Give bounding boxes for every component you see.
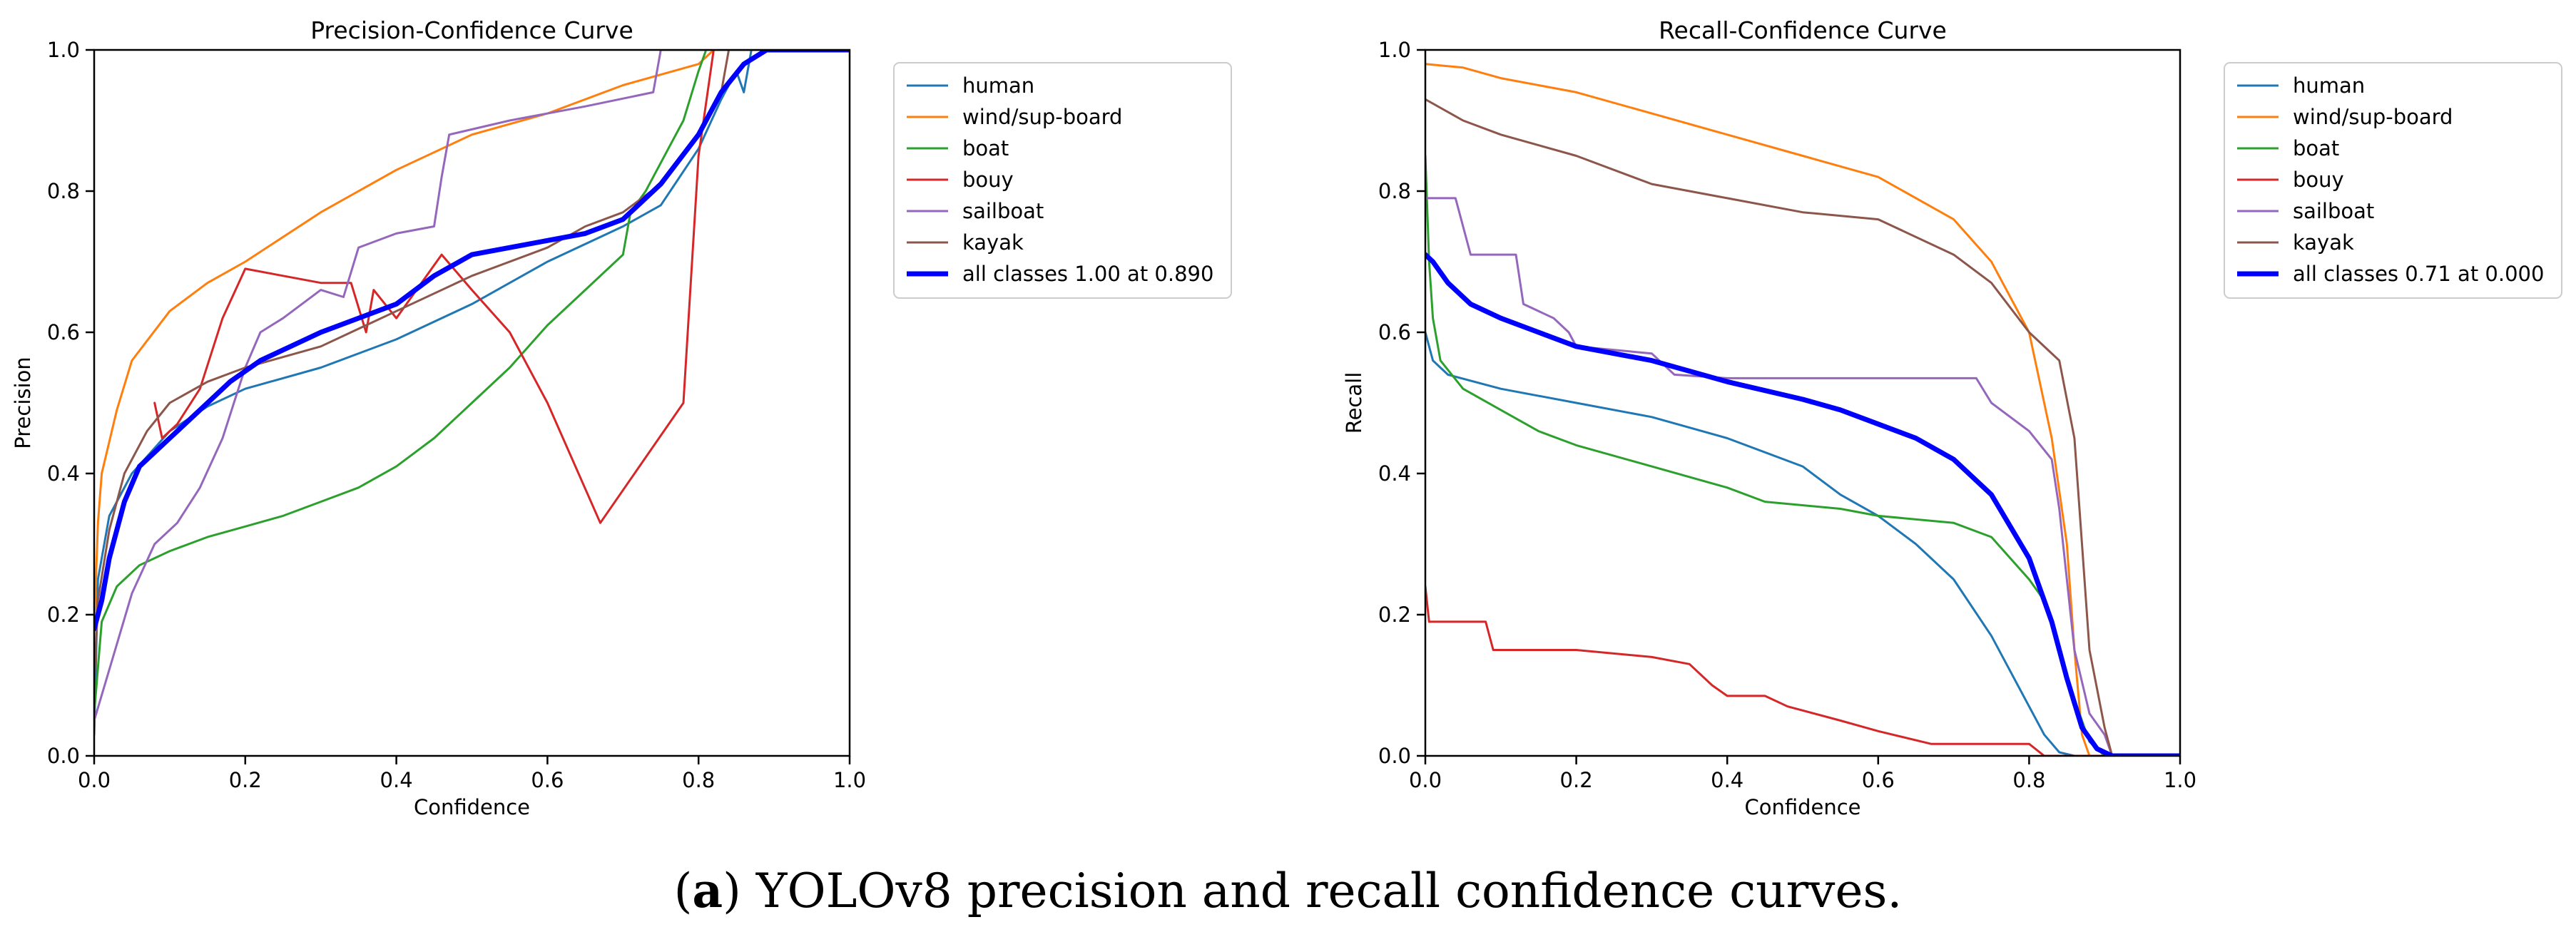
x-tick-label: 0.8 [682, 768, 715, 792]
series-line-kayak [1425, 98, 2180, 756]
legend-label: boat [2293, 136, 2339, 160]
legend-label: wind/sup-board [962, 105, 1122, 129]
x-tick-label: 0.6 [531, 768, 564, 792]
caption-text: YOLOv8 precision and recall confidence c… [740, 864, 1903, 918]
y-tick-label: 0.6 [47, 320, 80, 344]
x-tick-label: 0.8 [2012, 768, 2045, 792]
y-tick-label: 1.0 [1378, 38, 1411, 62]
chart-title: Precision-Confidence Curve [310, 16, 633, 44]
plot-frame [1424, 48, 2182, 757]
legend-label: kayak [2293, 230, 2354, 255]
legend-label: human [962, 73, 1034, 98]
figure-caption: (a) YOLOv8 precision and recall confiden… [673, 863, 1903, 918]
y-tick-label: 0.2 [47, 603, 80, 627]
x-tick-label: 1.0 [2164, 768, 2196, 792]
legend-box [2224, 62, 2562, 299]
series-line-human [94, 50, 850, 736]
series-line-boat [1425, 155, 2180, 756]
legend-label: human [2293, 73, 2365, 98]
legend: human wind/sup-board boat bouy sailboat kayak… [2224, 62, 2562, 299]
y-tick-label: 0.4 [47, 461, 80, 486]
legend-label: kayak [962, 230, 1024, 255]
plot-frame [93, 48, 851, 757]
y-axis-label: Precision [11, 357, 35, 449]
x-axis-label: Confidence [1744, 795, 1860, 819]
legend-label: sailboat [2293, 199, 2374, 223]
x-tick-label: 0.2 [1560, 768, 1593, 792]
x-axis-label: Confidence [414, 795, 530, 819]
series-group [94, 50, 850, 736]
series-line-bouy [1425, 585, 2180, 756]
y-axis-label: Recall [1342, 372, 1366, 434]
y-tick-label: 1.0 [47, 38, 80, 62]
x-tick-label: 0.4 [380, 768, 413, 792]
chart-2: Recall-Confidence Curve 0.0 0.2 0.4 0.6 0.8 1.… [1342, 16, 2562, 819]
series-line-wind-sup-board [1425, 63, 2180, 756]
y-tick-label: 0.6 [1378, 320, 1411, 344]
chart-title: Recall-Confidence Curve [1659, 16, 1947, 44]
legend-label: all classes 0.71 at 0.000 [2293, 262, 2544, 286]
series-line-human [1425, 331, 2180, 756]
x-tick-label: 0.2 [229, 768, 262, 792]
x-tick-label: 0.4 [1711, 768, 1743, 792]
caption-label: a [692, 863, 723, 918]
y-tick-label: 0.0 [47, 744, 80, 768]
x-tick-label: 1.0 [833, 768, 866, 792]
legend: human wind/sup-board boat bouy sailboat kayak… [893, 62, 1232, 299]
legend-label: bouy [2293, 168, 2344, 192]
x-tick-label: 0.0 [1409, 768, 1442, 792]
y-tick-label: 0.2 [1378, 603, 1411, 627]
legend-box [893, 62, 1232, 299]
legend-label: boat [962, 136, 1009, 160]
series-line-bouy [153, 50, 850, 524]
legend-label: all classes 1.00 at 0.890 [962, 262, 1213, 286]
chart-1: Precision-Confidence Curve 0.0 0.2 0.4 0.6 0.… [11, 16, 1232, 819]
series-line-all-classes-1-00-at-0-890 [94, 50, 850, 632]
y-tick-label: 0.8 [47, 179, 80, 203]
y-tick-label: 0.8 [1378, 179, 1411, 203]
x-tick-label: 0.6 [1862, 768, 1895, 792]
y-tick-label: 0.4 [1378, 461, 1411, 486]
series-line-all-classes-0-71-at-0-000 [1425, 252, 2180, 756]
series-group [1425, 63, 2180, 756]
series-line-sailboat [94, 50, 850, 722]
x-tick-label: 0.0 [78, 768, 111, 792]
y-tick-label: 0.0 [1378, 744, 1411, 768]
legend-label: sailboat [962, 199, 1044, 223]
legend-label: wind/sup-board [2293, 105, 2453, 129]
series-line-boat [94, 50, 850, 715]
series-line-wind-sup-board [94, 50, 850, 630]
legend-label: bouy [962, 168, 1014, 192]
